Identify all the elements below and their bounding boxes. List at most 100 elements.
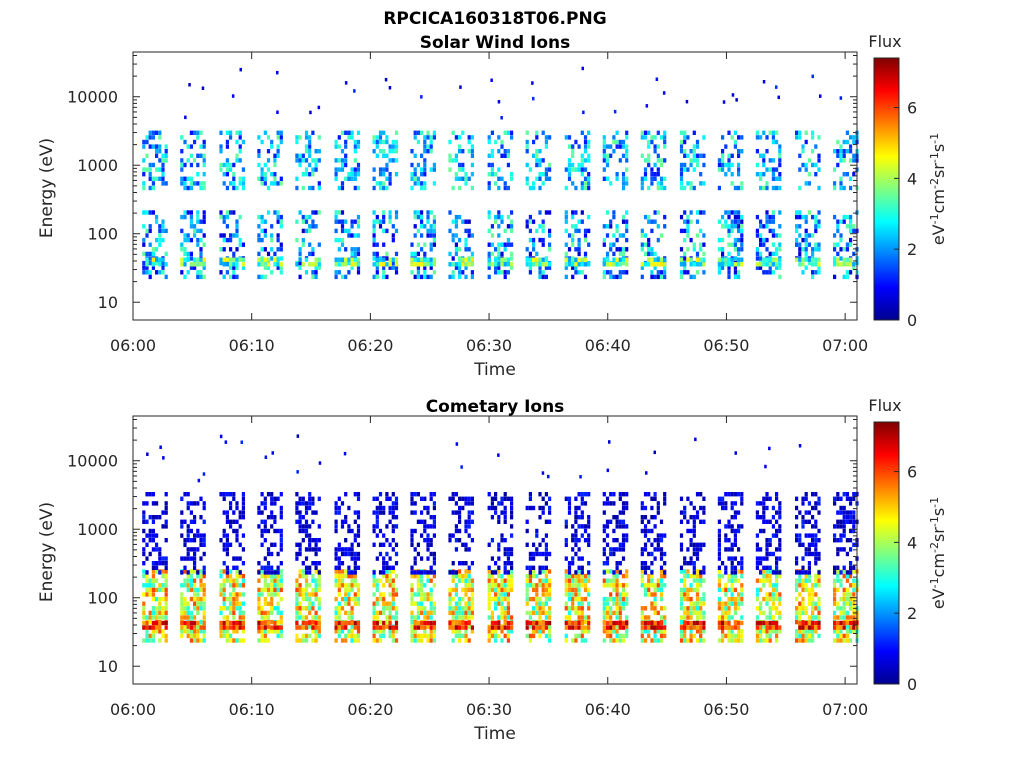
flux-cell (201, 86, 205, 90)
flux-cell (353, 570, 357, 575)
flux-cell (467, 624, 471, 629)
flux-cell (180, 625, 184, 630)
flux-cell (229, 578, 233, 583)
flux-cell (202, 610, 206, 616)
flux-cell (151, 610, 155, 616)
flux-cell (574, 247, 578, 252)
flux-cell (298, 274, 302, 280)
flux-cell (583, 251, 588, 257)
flux-cell (225, 210, 229, 215)
flux-cell (467, 219, 471, 224)
flux-cell (801, 257, 805, 262)
flux-cell (535, 587, 539, 593)
flux-cell (833, 233, 837, 238)
flux-cell (372, 251, 376, 257)
flux-cell (420, 167, 424, 172)
flux-cell (458, 578, 462, 583)
flux-cell (765, 210, 769, 215)
flux-cell (148, 210, 152, 215)
flux-cell (497, 601, 501, 606)
flux-cell (771, 228, 775, 234)
flux-cell (451, 587, 455, 593)
flux-cell (426, 556, 430, 561)
flux-cell (266, 251, 271, 257)
flux-cell (158, 242, 162, 247)
flux-cell (695, 592, 700, 597)
flux-cell (378, 139, 383, 145)
flux-cell (721, 496, 725, 501)
flux-cell (740, 596, 744, 602)
flux-cell (722, 100, 726, 104)
flux-cell (356, 528, 361, 534)
flux-cell (647, 153, 651, 158)
flux-cell (583, 181, 588, 186)
flux-cell (571, 214, 575, 220)
flux-cell (388, 176, 392, 181)
flux-cell (416, 592, 420, 597)
flux-cell (388, 505, 392, 511)
flux-cell (423, 620, 427, 626)
flux-cell (798, 210, 802, 215)
flux-cell (314, 162, 318, 168)
flux-cell (618, 257, 622, 262)
flux-cell (625, 633, 629, 639)
flux-cell (429, 262, 433, 267)
flux-cell (189, 219, 193, 224)
flux-cell (683, 237, 687, 243)
flux-cell (653, 450, 656, 455)
flux-cell (193, 265, 197, 270)
flux-cell (506, 561, 510, 566)
flux-cell (721, 573, 725, 579)
flux-cell (487, 578, 491, 583)
flux-cell (382, 219, 386, 224)
flux-cell (461, 130, 465, 135)
flux-cell (653, 638, 657, 643)
flux-cell (353, 601, 357, 606)
flux-cell (494, 181, 498, 186)
flux-cell (334, 565, 338, 570)
flux-cell (229, 625, 233, 630)
flux-cell (467, 596, 471, 602)
flux-cell (347, 176, 351, 181)
flux-cell (689, 556, 693, 561)
flux-cell (334, 274, 338, 280)
flux-cell (161, 176, 165, 181)
flux-cell (695, 547, 700, 552)
flux-cell (544, 551, 548, 557)
flux-cell (317, 181, 321, 186)
flux-cell (615, 538, 619, 543)
flux-cell (643, 158, 648, 163)
flux-cell (759, 633, 763, 639)
flux-cell (740, 615, 744, 620)
flux-cell (257, 274, 261, 280)
flux-cell (683, 162, 687, 168)
flux-cell (695, 233, 700, 238)
flux-cell (340, 561, 345, 566)
flux-cell (222, 625, 226, 630)
flux-cell (544, 615, 548, 620)
flux-cell (528, 610, 532, 616)
flux-cell (602, 528, 606, 534)
flux-cell (183, 556, 187, 561)
flux-cell (618, 274, 622, 280)
flux-cell (382, 573, 386, 579)
flux-cell (199, 251, 203, 257)
flux-cell (500, 144, 504, 149)
flux-cell (653, 629, 657, 634)
flux-cell (702, 629, 706, 634)
flux-cell (416, 181, 420, 186)
colorbar-label: eV-1cm-2sr-1s-1 (928, 133, 949, 245)
flux-cell (683, 633, 687, 639)
flux-cell (692, 130, 696, 135)
flux-cell (775, 233, 779, 238)
flux-cell (494, 638, 498, 643)
flux-cell (506, 570, 510, 575)
flux-cell (538, 492, 542, 497)
flux-cell (270, 144, 274, 149)
flux-cell (615, 519, 619, 524)
flux-cell (506, 638, 510, 643)
flux-cell (535, 625, 539, 630)
flux-cell (270, 570, 274, 575)
x-axis-label: Time (473, 360, 516, 380)
flux-cell (679, 167, 684, 172)
